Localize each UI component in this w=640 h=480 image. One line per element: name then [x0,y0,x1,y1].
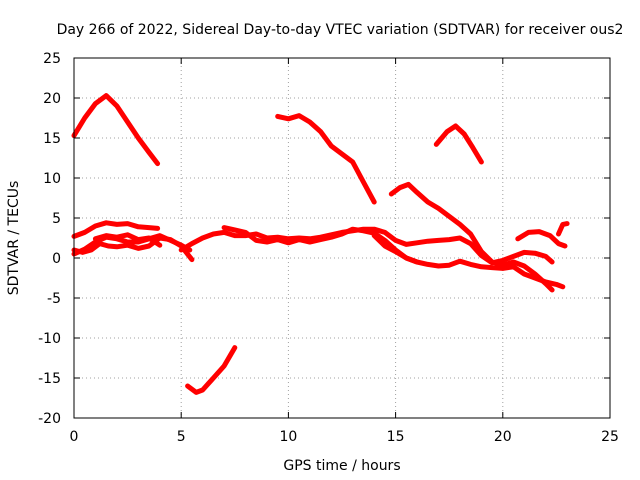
y-tick-label: 25 [43,51,61,67]
x-tick-label: 5 [177,429,186,445]
axis-ticks: 0 5 10 15 20 25 25 20 15 10 5 0 -5 -10 -15 -20 [38,51,619,445]
series-arc-1 [71,93,161,167]
x-tick-label: 15 [387,429,405,445]
y-tick-label: -5 [47,291,61,307]
plot-frame [73,57,611,419]
series-arc-5 [92,232,163,248]
y-tick-label: -10 [38,331,61,347]
series-arc-10 [371,233,420,265]
y-tick-label: -20 [38,411,61,427]
series-arc-12 [433,123,484,165]
series-arc-9 [275,113,377,205]
chart-title: Day 266 of 2022, Sidereal Day-to-day VTE… [57,22,624,38]
y-tick-label: 5 [52,211,61,227]
series-arc-13 [515,229,568,249]
grid-lines [74,58,610,418]
y-tick-label: 0 [52,251,61,267]
y-axis-label: SDTVAR / TECUs [6,181,22,296]
x-tick-label: 25 [601,429,619,445]
series-arc-6 [185,345,238,395]
y-tick-label: 20 [43,91,61,107]
x-tick-label: 20 [494,429,512,445]
y-tick-label: 15 [43,131,61,147]
x-tick-label: 0 [70,429,79,445]
x-tick-label: 10 [279,429,297,445]
series-arc-4 [71,235,195,263]
series-arc-11 [388,181,555,293]
data-series [71,93,570,395]
y-tick-label: -15 [38,371,61,387]
series-arc-14 [556,221,570,237]
y-tick-label: 10 [43,171,61,187]
x-axis-label: GPS time / hours [283,458,400,474]
series-arc-2 [71,220,161,239]
